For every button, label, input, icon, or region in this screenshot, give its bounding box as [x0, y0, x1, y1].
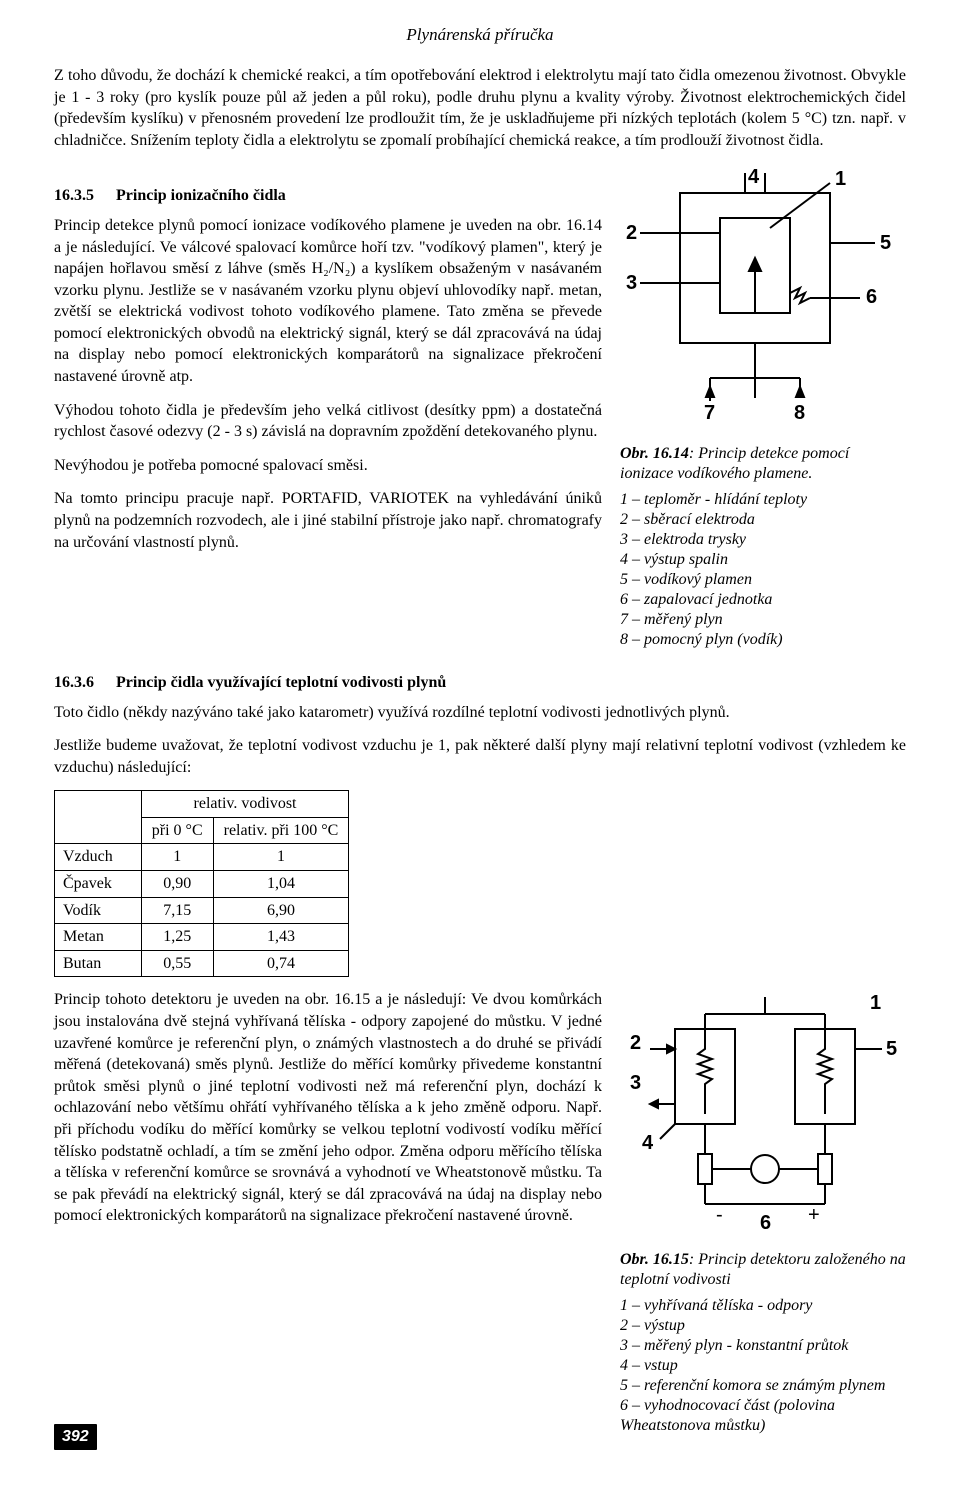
table-cell-label: Butan	[55, 950, 142, 977]
table-header-c2: relativ. při 100 °C	[213, 817, 349, 844]
s1635-p1: Princip detekce plynů pomocí ionizace vo…	[54, 215, 602, 388]
fig14-diagram: 4 1 2 3 5 6 7 8	[620, 163, 906, 433]
fig15-legend-item: 1 – vyhřívaná tělíska - odpory	[620, 1296, 906, 1316]
fig15-label-4: 4	[642, 1132, 654, 1154]
table-cell-label: Metan	[55, 924, 142, 951]
table-cell: 0,74	[213, 950, 349, 977]
fig14-legend-item: 2 – sběrací elektroda	[620, 510, 906, 530]
section-1636-lower: Princip tohoto detektoru je uveden na ob…	[54, 989, 906, 1436]
fig14-label-3: 3	[626, 272, 637, 294]
heading-1636: 16.3.6 Princip čidla využívající teplotní…	[54, 672, 906, 694]
table-header-top: relativ. vodivost	[141, 791, 349, 818]
table-cell: 6,90	[213, 897, 349, 924]
fig14-label-2: 2	[626, 222, 637, 244]
fig14-legend-item: 8 – pomocný plyn (vodík)	[620, 630, 906, 650]
fig15-legend-item: 2 – výstup	[620, 1316, 906, 1336]
fig14-label-1: 1	[835, 168, 846, 190]
fig14-label-8: 8	[794, 402, 805, 424]
section-1635-text: 16.3.5 Princip ionizačního čidla Princip …	[54, 163, 602, 650]
heading-1635: 16.3.5 Princip ionizačního čidla	[54, 185, 602, 207]
fig14-caption-bold: Obr. 16.14	[620, 445, 689, 462]
table-row: Metan 1,25 1,43	[55, 924, 349, 951]
fig15-legend-item: 3 – měřený plyn - konstantní průtok	[620, 1336, 906, 1356]
heading-1636-num: 16.3.6	[54, 674, 94, 691]
intro-paragraph: Z toho důvodu, že dochází k chemické rea…	[54, 65, 906, 151]
fig15-legend-item: 6 – vyhodnocovací část (polovina Wheatst…	[620, 1396, 906, 1436]
fig15-caption: Obr. 16.15: Princip detektoru založeného…	[620, 1250, 906, 1290]
fig14-legend: 1 – teploměr - hlídání teploty 2 – sběra…	[620, 490, 906, 650]
table-cell-label: Čpavek	[55, 871, 142, 898]
fig15-legend: 1 – vyhřívaná tělíska - odpory 2 – výstu…	[620, 1296, 906, 1436]
s1635-p4: Na tomto principu pracuje např. PORTAFID…	[54, 488, 602, 553]
fig14-legend-item: 3 – elektroda trysky	[620, 530, 906, 550]
table-cell: 1,43	[213, 924, 349, 951]
table-cell: 7,15	[141, 897, 213, 924]
fig14-legend-item: 4 – výstup spalin	[620, 550, 906, 570]
table-cell: 1	[213, 844, 349, 871]
s1636-p2: Jestliže budeme uvažovat, že teplotní vo…	[54, 735, 906, 778]
fig15-label-6: 6	[760, 1212, 771, 1234]
fig14-block: 4 1 2 3 5 6 7 8 Obr. 16.14: Princip dete…	[620, 163, 906, 650]
page-number: 392	[54, 1424, 97, 1450]
fig14-legend-item: 6 – zapalovací jednotka	[620, 590, 906, 610]
s1636-p1: Toto čidlo (někdy nazýváno také jako kat…	[54, 702, 906, 724]
heading-1635-title: Princip ionizačního čidla	[116, 187, 286, 204]
svg-text:-: -	[716, 1204, 723, 1226]
fig14-label-7: 7	[704, 402, 715, 424]
page: Plynárenská příručka Z toho důvodu, že d…	[0, 0, 960, 1460]
fig15-label-1: 1	[870, 992, 881, 1014]
fig15-label-2: 2	[630, 1032, 641, 1054]
svg-text:+: +	[808, 1204, 820, 1226]
fig15-block: - + 1 2 3 4 5 6 Obr. 16.15: Princip dete…	[620, 989, 906, 1436]
conductivity-table: relativ. vodivost při 0 °C relativ. při …	[54, 790, 349, 977]
heading-1636-title: Princip čidla využívající teplotní vodiv…	[116, 674, 446, 691]
table-cell: 0,55	[141, 950, 213, 977]
fig14-legend-item: 7 – měřený plyn	[620, 610, 906, 630]
fig14-legend-item: 5 – vodíkový plamen	[620, 570, 906, 590]
fig15-label-5: 5	[886, 1038, 897, 1060]
s1635-p2: Výhodou tohoto čidla je především jeho v…	[54, 400, 602, 443]
table-row: Vodík 7,15 6,90	[55, 897, 349, 924]
s1636-p3: Princip tohoto detektoru je uveden na ob…	[54, 989, 602, 1227]
table-cell: 1	[141, 844, 213, 871]
table-cell-label: Vodík	[55, 897, 142, 924]
fig15-diagram: - + 1 2 3 4 5 6	[620, 989, 906, 1239]
fig15-legend-item: 5 – referenční komora se známým plynem	[620, 1376, 906, 1396]
table-row: Čpavek 0,90 1,04	[55, 871, 349, 898]
table-row: Vzduch 1 1	[55, 844, 349, 871]
fig15-legend-item: 4 – vstup	[620, 1356, 906, 1376]
fig14-label-6: 6	[866, 286, 877, 308]
s1636-text-lower: Princip tohoto detektoru je uveden na ob…	[54, 989, 602, 1436]
table-cell: 1,04	[213, 871, 349, 898]
fig15-label-3: 3	[630, 1072, 641, 1094]
table-corner-blank	[55, 791, 142, 844]
fig14-caption: Obr. 16.14: Princip detekce pomocí ioniz…	[620, 444, 906, 484]
table-cell: 1,25	[141, 924, 213, 951]
s1635-p3: Nevýhodou je potřeba pomocné spalovací s…	[54, 455, 602, 477]
fig14-label-5: 5	[880, 232, 891, 254]
running-head: Plynárenská příručka	[54, 24, 906, 47]
fig15-caption-bold: Obr. 16.15	[620, 1251, 689, 1268]
fig14-legend-item: 1 – teploměr - hlídání teploty	[620, 490, 906, 510]
table-cell: 0,90	[141, 871, 213, 898]
fig14-label-4: 4	[748, 166, 760, 188]
heading-1635-num: 16.3.5	[54, 187, 94, 204]
section-1635-block: 16.3.5 Princip ionizačního čidla Princip …	[54, 163, 906, 650]
table-row: Butan 0,55 0,74	[55, 950, 349, 977]
table-cell-label: Vzduch	[55, 844, 142, 871]
table-header-c1: při 0 °C	[141, 817, 213, 844]
